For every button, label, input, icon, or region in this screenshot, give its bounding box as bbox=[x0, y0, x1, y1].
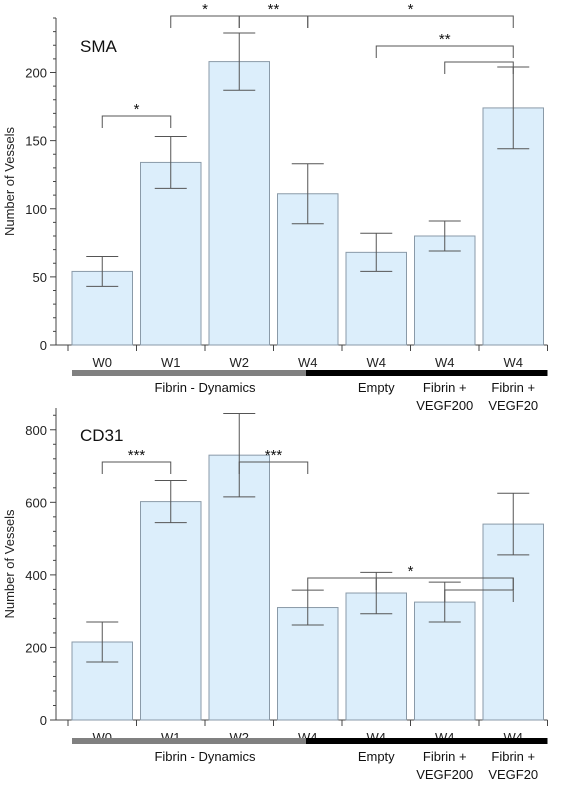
error-bar bbox=[428, 220, 461, 252]
significance-label: *** bbox=[265, 447, 283, 464]
y-tick-label: 400 bbox=[25, 568, 47, 583]
x-tick-label: W4 bbox=[504, 355, 524, 370]
bar bbox=[482, 523, 544, 721]
error-bar bbox=[223, 412, 256, 498]
significance-bracket bbox=[444, 61, 514, 74]
group-label: Fibrin + bbox=[423, 380, 467, 395]
y-tick-label: 0 bbox=[40, 713, 47, 728]
bar bbox=[208, 61, 270, 346]
group-label: VEGF200 bbox=[416, 767, 473, 782]
significance-label: ** bbox=[268, 1, 280, 18]
y-tick-label: 800 bbox=[25, 423, 47, 438]
significance-bracket: * bbox=[101, 101, 172, 128]
bar bbox=[208, 454, 270, 721]
group-label: Empty bbox=[358, 380, 395, 395]
significance-bracket: ** bbox=[375, 31, 514, 58]
y-tick-label: 200 bbox=[25, 66, 47, 81]
x-tick-label: W4 bbox=[435, 355, 455, 370]
error-bar bbox=[360, 232, 393, 272]
y-axis-label: Number of Vessels bbox=[2, 126, 17, 236]
y-tick-label: 600 bbox=[25, 495, 47, 510]
group-bar bbox=[72, 370, 330, 376]
significance-label: * bbox=[134, 101, 140, 118]
error-bar bbox=[154, 480, 187, 524]
x-tick-label: W4 bbox=[298, 355, 318, 370]
group-bar bbox=[306, 370, 548, 376]
y-tick-label: 100 bbox=[25, 202, 47, 217]
significance-label: * bbox=[202, 1, 208, 18]
group-bar bbox=[72, 738, 330, 744]
y-tick-label: 150 bbox=[25, 134, 47, 149]
y-tick-label: 200 bbox=[25, 640, 47, 655]
sma-panel: 0 50 100 150 200 Number of Vessels SMA W0 W1 W2 W4… bbox=[2, 1, 548, 413]
y-tick-label: 0 bbox=[40, 338, 47, 353]
significance-label: * bbox=[408, 1, 414, 18]
bar bbox=[414, 235, 476, 346]
error-bar bbox=[86, 255, 119, 287]
significance-bracket: * bbox=[170, 1, 240, 28]
error-bar bbox=[291, 589, 324, 626]
significance-bracket: *** bbox=[238, 447, 309, 474]
y-tick-label: 50 bbox=[33, 270, 47, 285]
significance-bracket bbox=[375, 577, 514, 590]
y-axis-label: Number of Vessels bbox=[2, 509, 17, 619]
group-label: Empty bbox=[358, 749, 395, 764]
significance-label: * bbox=[408, 563, 414, 580]
group-label: Fibrin + bbox=[423, 749, 467, 764]
error-bar bbox=[291, 163, 324, 225]
group-label: Fibrin + bbox=[491, 380, 535, 395]
panel-title: CD31 bbox=[80, 426, 123, 445]
x-tick-label: W2 bbox=[230, 355, 250, 370]
error-bar bbox=[497, 492, 530, 556]
significance-bracket: ** bbox=[238, 1, 309, 28]
group-label: VEGF20 bbox=[488, 398, 538, 413]
group-label: Fibrin + bbox=[491, 749, 535, 764]
significance-bracket: *** bbox=[101, 447, 172, 474]
group-label: VEGF20 bbox=[488, 767, 538, 782]
significance-bracket bbox=[444, 589, 514, 602]
group-bar bbox=[306, 738, 548, 744]
error-bar bbox=[223, 32, 256, 91]
bar bbox=[140, 161, 202, 346]
significance-label: *** bbox=[128, 447, 146, 464]
group-label: Fibrin - Dynamics bbox=[154, 380, 256, 395]
bar bbox=[277, 607, 339, 721]
bar bbox=[140, 501, 202, 721]
x-tick-label: W1 bbox=[161, 355, 181, 370]
significance-label: ** bbox=[439, 31, 451, 48]
error-bar bbox=[86, 621, 119, 663]
significance-bracket: * bbox=[307, 1, 514, 28]
x-tick-label: W4 bbox=[367, 355, 387, 370]
significance-bracket: * bbox=[307, 563, 514, 590]
error-bar bbox=[154, 136, 187, 189]
x-tick-label: W0 bbox=[93, 355, 113, 370]
group-label: Fibrin - Dynamics bbox=[154, 749, 256, 764]
error-bar bbox=[428, 581, 461, 623]
panel-title: SMA bbox=[80, 37, 118, 56]
group-label: VEGF200 bbox=[416, 398, 473, 413]
